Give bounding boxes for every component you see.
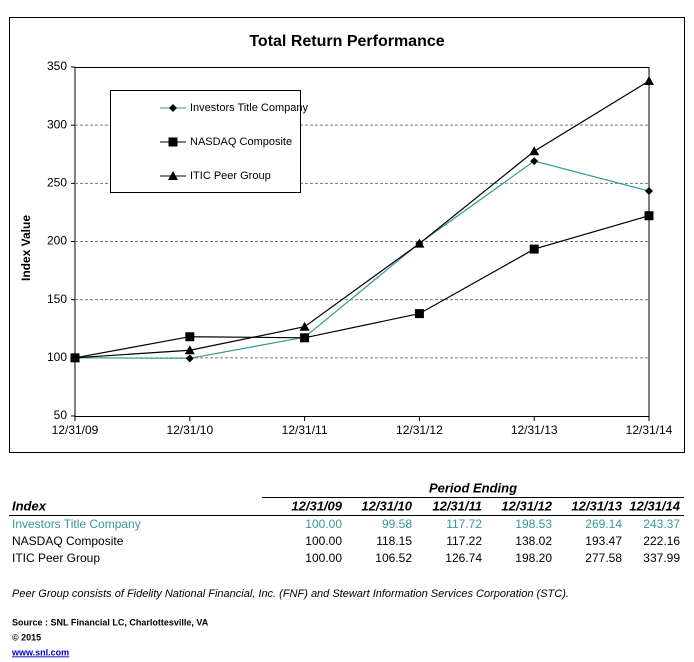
table-header: 12/31/13	[571, 498, 622, 513]
x-tick-label: 12/31/09	[52, 423, 99, 437]
point	[529, 146, 540, 156]
table-header: 12/31/12	[501, 498, 552, 513]
point	[299, 321, 310, 331]
table-cell: 337.99	[643, 551, 680, 565]
y-tick-label: 350	[47, 59, 67, 73]
point	[300, 333, 310, 343]
table-header: Index	[12, 498, 47, 513]
x-tick-label: 12/31/12	[396, 423, 443, 437]
series-line	[74, 160, 650, 359]
x-tick-label: 12/31/11	[282, 423, 328, 437]
table-cell: 222.16	[643, 534, 680, 548]
point	[70, 352, 80, 362]
table-cell: 243.37	[643, 517, 680, 531]
table-cell: 193.47	[585, 534, 622, 548]
table-cell: ITIC Peer Group	[12, 551, 100, 565]
table-cell: NASDAQ Composite	[12, 534, 124, 548]
copyright: © 2015	[12, 632, 41, 642]
table-cell: 269.14	[585, 517, 622, 531]
y-tick-label: 150	[47, 292, 67, 306]
table-cell: Investors Title Company	[12, 517, 141, 531]
table-caption: Period Ending	[429, 480, 517, 495]
link[interactable]: www.snl.com	[11, 647, 69, 657]
y-tick-label: 50	[54, 408, 68, 422]
y-axis-label: Index Value	[19, 215, 33, 281]
table-cell: 106.52	[375, 551, 412, 565]
table-cell: 118.15	[376, 534, 412, 548]
footnote: Peer Group consists of Fidelity National…	[12, 588, 569, 600]
table-cell: 138.02	[515, 534, 552, 548]
point	[645, 187, 653, 196]
legend-label: ITIC Peer Group	[190, 170, 271, 182]
table-header: 12/31/10	[361, 498, 412, 513]
table-cell: 100.00	[305, 517, 342, 531]
point	[644, 211, 654, 221]
table-header: 12/31/14	[629, 498, 680, 513]
legend-marker	[168, 171, 178, 180]
point	[185, 354, 194, 363]
y-tick-label: 300	[47, 117, 67, 131]
table-header: 12/31/11	[432, 498, 482, 513]
chart-title: Total Return Performance	[249, 33, 444, 50]
table-cell: 117.72	[446, 517, 482, 531]
point	[414, 309, 424, 319]
table-cell: 198.53	[515, 517, 552, 531]
legend-marker	[169, 104, 177, 112]
point	[644, 75, 654, 85]
y-tick-label: 100	[47, 350, 67, 364]
y-tick-label: 250	[47, 176, 67, 190]
point	[184, 345, 195, 355]
legend-box	[110, 90, 301, 193]
point	[530, 157, 539, 166]
table-cell: 277.58	[585, 551, 622, 565]
table-cell: 100.00	[305, 534, 342, 548]
legend-marker	[168, 137, 178, 147]
table-cell: 198.20	[515, 551, 552, 565]
series-line	[74, 80, 650, 359]
x-tick-label: 12/31/14	[626, 423, 673, 437]
legend-label: NASDAQ Composite	[190, 136, 292, 148]
x-tick-label: 12/31/10	[166, 423, 213, 437]
table-header: 12/31/09	[291, 498, 342, 513]
point	[414, 238, 425, 248]
series-line	[74, 215, 650, 359]
point	[185, 332, 195, 342]
point	[529, 244, 539, 254]
y-tick-label: 200	[47, 234, 67, 248]
table-cell: 126.74	[445, 551, 482, 565]
source: Source : SNL Financial LC, Charlottesvil…	[12, 617, 209, 627]
legend-label: Investors Title Company	[190, 102, 308, 114]
x-tick-label: 12/31/13	[511, 423, 558, 437]
table-cell: 99.58	[382, 517, 412, 531]
table-cell: 117.22	[446, 534, 482, 548]
table-cell: 100.00	[305, 551, 342, 565]
